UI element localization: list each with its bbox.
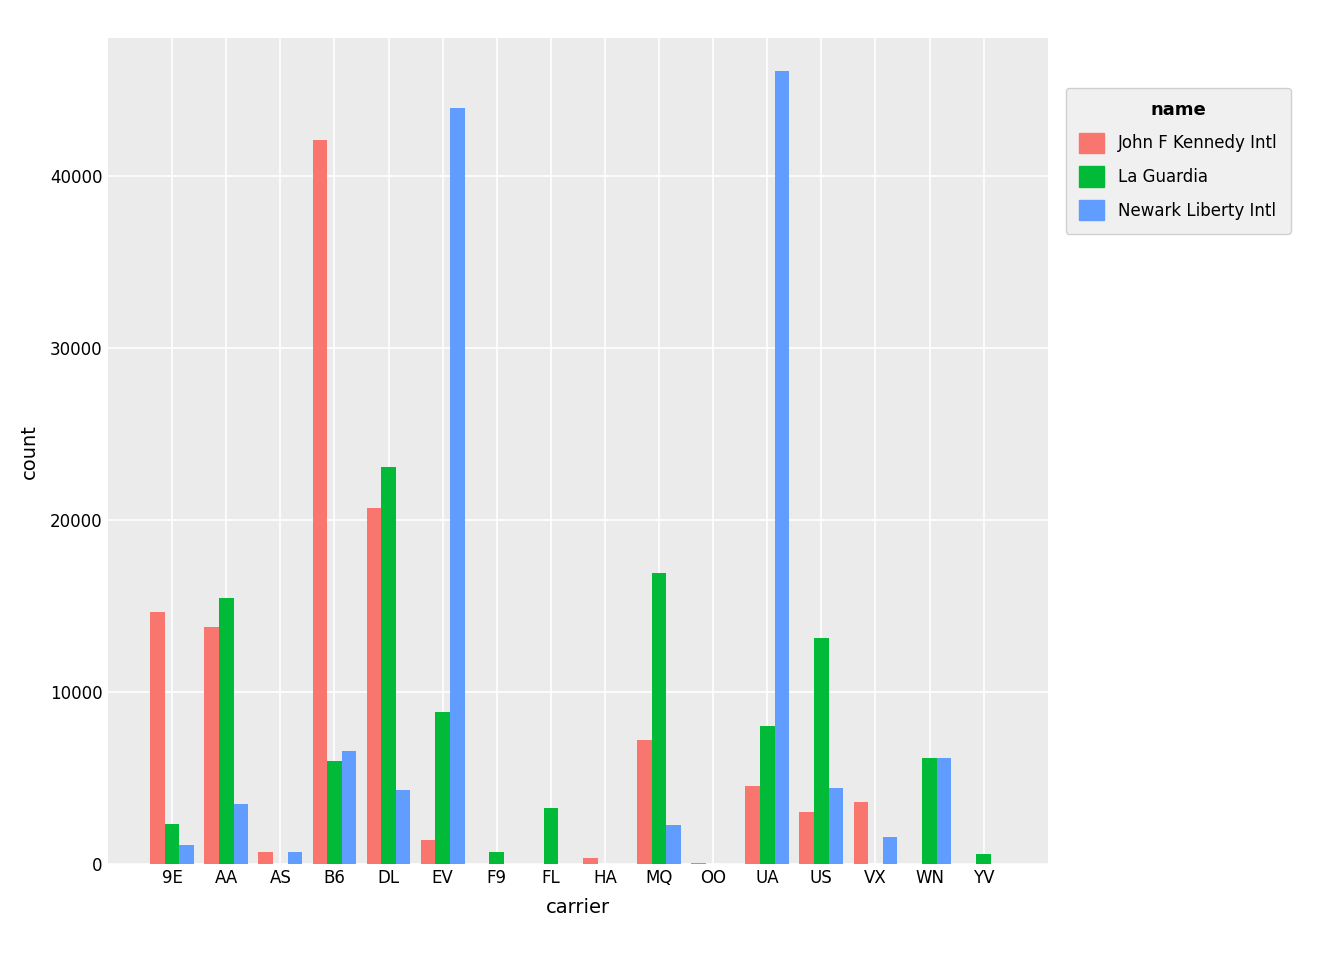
Bar: [652, 573, 667, 864]
Bar: [234, 804, 249, 864]
Bar: [180, 846, 194, 864]
Y-axis label: count: count: [20, 423, 39, 479]
Bar: [258, 852, 273, 864]
Bar: [435, 712, 450, 864]
Bar: [667, 825, 681, 864]
Bar: [746, 786, 759, 864]
Bar: [583, 858, 598, 864]
Bar: [829, 788, 843, 864]
Bar: [976, 853, 991, 864]
Bar: [165, 824, 180, 864]
Bar: [774, 71, 789, 864]
Bar: [489, 852, 504, 864]
Bar: [367, 508, 382, 864]
Bar: [543, 808, 558, 864]
Bar: [327, 760, 341, 864]
Bar: [814, 638, 829, 864]
Bar: [341, 752, 356, 864]
Bar: [883, 837, 898, 864]
Legend: John F Kennedy Intl, La Guardia, Newark Liberty Intl: John F Kennedy Intl, La Guardia, Newark …: [1066, 88, 1290, 233]
Bar: [219, 598, 234, 864]
Bar: [382, 468, 396, 864]
Bar: [922, 757, 937, 864]
Bar: [937, 757, 952, 864]
Bar: [396, 790, 410, 864]
X-axis label: carrier: carrier: [546, 898, 610, 917]
Bar: [800, 812, 814, 864]
Bar: [421, 840, 435, 864]
Bar: [759, 726, 774, 864]
Bar: [288, 852, 302, 864]
Bar: [637, 740, 652, 864]
Bar: [450, 108, 465, 864]
Bar: [853, 803, 868, 864]
Bar: [313, 140, 327, 864]
Bar: [151, 612, 165, 864]
Bar: [204, 627, 219, 864]
